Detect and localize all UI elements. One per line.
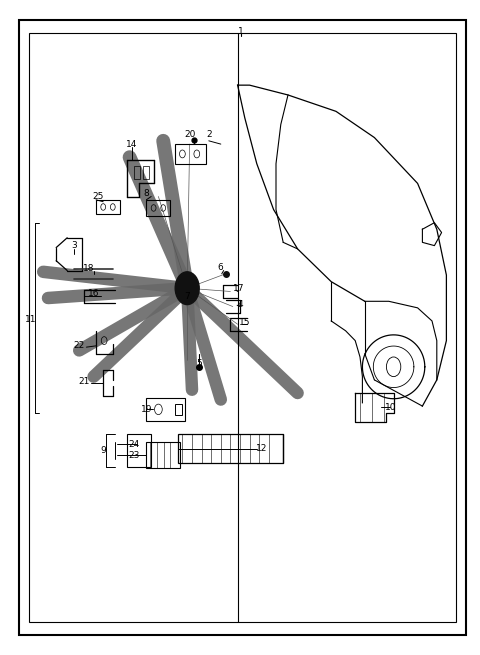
Text: 21: 21 xyxy=(78,377,90,386)
Text: 24: 24 xyxy=(129,440,140,449)
Bar xyxy=(178,434,283,463)
Text: 10: 10 xyxy=(385,403,397,412)
Bar xyxy=(175,404,182,415)
Text: 14: 14 xyxy=(126,140,138,149)
Bar xyxy=(146,442,180,468)
Text: 17: 17 xyxy=(233,284,245,293)
Bar xyxy=(134,166,140,179)
Text: 3: 3 xyxy=(72,241,77,250)
Text: 8: 8 xyxy=(144,189,149,198)
Text: 4: 4 xyxy=(237,300,243,309)
Text: 9: 9 xyxy=(100,446,106,455)
Text: 16: 16 xyxy=(88,289,99,298)
Circle shape xyxy=(175,272,199,305)
Text: 11: 11 xyxy=(25,315,37,324)
Bar xyxy=(143,166,149,179)
Text: 2: 2 xyxy=(206,130,212,139)
Text: 20: 20 xyxy=(184,130,195,139)
Text: 18: 18 xyxy=(83,264,95,273)
Bar xyxy=(146,398,185,421)
Text: 25: 25 xyxy=(93,192,104,201)
Text: 5: 5 xyxy=(196,359,202,368)
Text: 19: 19 xyxy=(141,405,152,414)
Text: 1: 1 xyxy=(238,27,244,36)
Bar xyxy=(29,33,456,622)
Bar xyxy=(96,200,120,214)
Text: 23: 23 xyxy=(129,451,140,460)
Text: 15: 15 xyxy=(239,318,251,327)
Bar xyxy=(146,200,170,216)
Text: 6: 6 xyxy=(217,263,223,272)
Bar xyxy=(175,144,206,164)
Text: 7: 7 xyxy=(184,291,190,301)
Text: 22: 22 xyxy=(73,341,85,350)
Bar xyxy=(127,434,151,467)
Text: 12: 12 xyxy=(256,444,267,453)
